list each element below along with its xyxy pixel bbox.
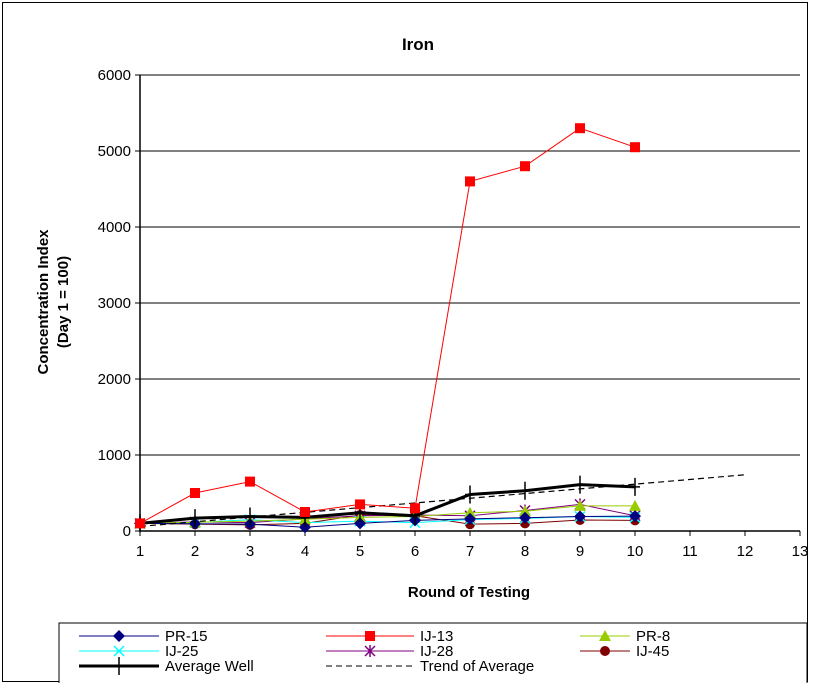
data-point-pr-15 [299,521,311,534]
data-point-ij-13 [135,518,145,529]
x-tick-label: 2 [191,543,199,560]
data-point-pr-15 [464,512,476,525]
x-tick-label: 4 [301,543,309,560]
y-tick-label: 4000 [98,219,131,236]
data-point-average-well [465,485,475,504]
data-point-ij-13 [410,503,420,514]
x-tick-label: 11 [682,543,698,560]
x-axis-label: Round of Testing [408,584,530,601]
y-tick-label: 5000 [98,143,131,160]
series-pr-15 [134,510,641,534]
data-point-pr-15 [574,510,586,523]
x-tick-label: 5 [356,543,364,560]
y-axis-label-line2: (Day 1 = 100) [55,256,72,348]
data-point-ij-13 [575,123,585,134]
legend-swatch-marker [599,630,611,641]
legend-item-ij-28: IJ-28 [326,643,453,660]
legend: PR-15 IJ-13 PR-8 IJ-25 IJ-28 IJ-45 Average Wel… [58,622,808,683]
data-point-ij-13 [520,161,530,172]
legend-label: IJ-13 [420,628,453,645]
data-point-ij-13 [245,476,255,487]
chart-title: Iron [402,35,434,54]
data-point-average-well [520,481,530,500]
x-tick-label: 13 [792,543,809,560]
series-line-average-well [139,483,636,525]
legend-label: IJ-25 [165,643,198,660]
series-ij-13 [135,123,640,529]
x-tick-label: 9 [576,543,584,560]
legend-item-average-well: Average Well [79,657,254,675]
data-point-pr-8 [629,499,641,511]
data-point-pr-15 [354,517,366,530]
legend-label: PR-15 [165,628,208,645]
legend-label: Average Well [165,658,254,675]
data-point-average-well [190,509,200,528]
data-point-ij-13 [465,176,475,187]
data-point-ij-13 [630,142,640,153]
y-tick-labels: 0 1000 2000 3000 4000 5000 6000 [98,67,140,540]
data-point-pr-15 [629,510,641,523]
x-tick-label: 10 [627,543,644,560]
x-tick-label: 7 [466,543,474,560]
series-average-well [135,475,640,533]
legend-item-trend-of-average: Trend of Average [326,658,534,675]
data-point-average-well [575,475,585,494]
legend-box [58,622,808,683]
legend-item-ij-13: IJ-13 [326,628,453,645]
series-line-ij-13 [139,127,636,524]
y-tick-label: 1000 [98,447,131,464]
x-tick-label: 3 [246,543,254,560]
x-tick-label: 6 [411,543,419,560]
legend-label: IJ-45 [636,643,669,660]
data-point-ij-13 [300,507,310,517]
legend-item-pr-15: PR-15 [79,628,208,645]
legend-label: PR-8 [636,628,670,645]
legend-item-pr-8: PR-8 [580,628,670,645]
y-tick-label: 3000 [98,295,131,312]
x-tick-label: 12 [737,543,754,560]
legend-swatch-marker [365,631,375,641]
y-tick-label: 2000 [98,371,131,388]
legend-swatch-marker [113,645,125,657]
data-point-ij-13 [355,499,365,510]
y-axis-label: Concentration Index (Day 1 = 100) [35,229,72,375]
data-point-pr-8 [464,506,476,518]
series-line-pr-8 [139,505,635,524]
y-tick-label: 6000 [98,67,131,84]
legend-swatch-marker [114,657,124,675]
legend-swatch-marker [600,646,610,656]
series-trend-of-average [139,474,746,528]
gridlines [140,74,800,456]
legend-item-ij-45: IJ-45 [580,643,669,660]
legend-label: IJ-28 [420,643,453,660]
data-point-pr-8 [519,505,531,517]
data-point-ij-13 [190,488,200,498]
x-tick-label: 8 [521,543,529,560]
y-tick-label: 0 [123,523,131,540]
data-point-pr-15 [519,511,531,524]
y-axis-label-line1: Concentration Index [35,229,52,375]
series-line-trend-of-average [139,474,746,528]
data-point-average-well [245,507,255,526]
x-tick-label: 1 [136,543,144,560]
legend-item-ij-25: IJ-25 [79,643,198,660]
data-point-average-well [630,477,640,496]
x-tick-labels: 1 2 3 4 5 6 7 8 9 10 11 12 13 [136,531,809,560]
data-point-pr-8 [574,499,586,511]
series-line-pr-15 [139,515,636,528]
series-layer [134,123,746,534]
legend-swatch-marker [113,630,125,642]
legend-label: Trend of Average [420,658,534,675]
legend-swatch-marker [364,645,376,657]
